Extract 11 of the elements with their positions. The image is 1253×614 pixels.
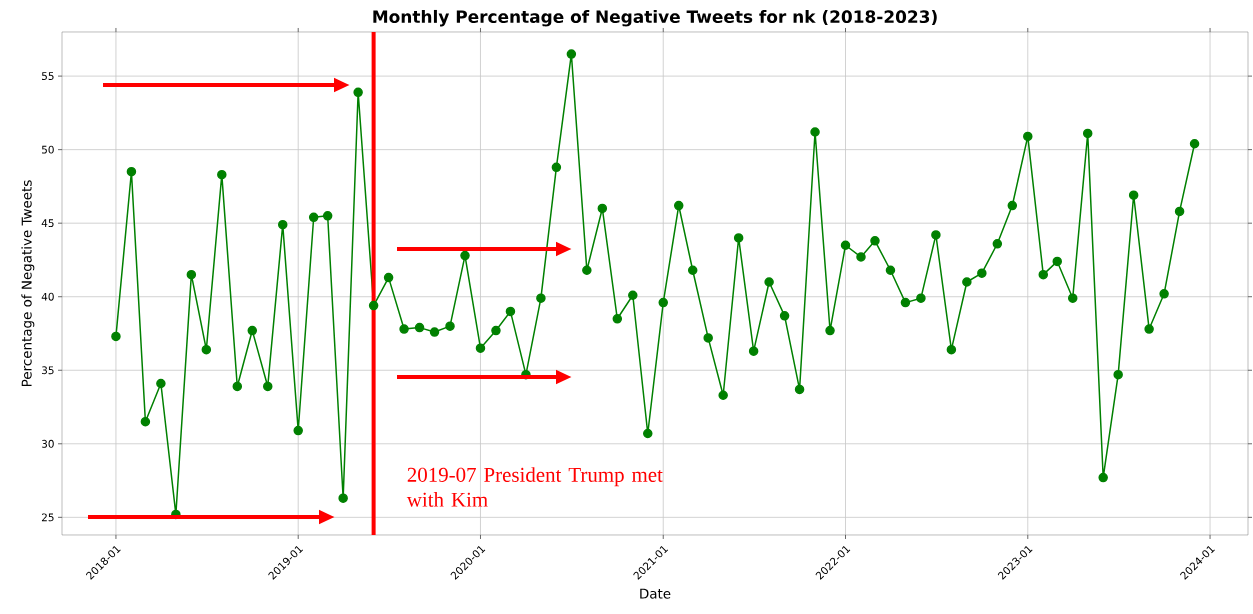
x-axis-title: Date [640, 588, 671, 599]
y-tick-label: 25 [41, 513, 54, 522]
y-tick-label: 40 [41, 292, 54, 301]
y-tick-label: 50 [41, 145, 54, 154]
ref-line-label: 2019-07 President Trump met with Kim [406, 467, 663, 507]
y-tick-label: 55 [41, 72, 54, 80]
y-axis-title: Percentage of Negative Tweets [21, 180, 35, 386]
y-tick-label: 35 [41, 366, 54, 375]
y-tick-label: 45 [41, 219, 54, 228]
y-tick-label: 30 [41, 439, 54, 448]
chart-title: Monthly Percentage of Negative Tweets for nk (2018-2023) [373, 9, 937, 27]
